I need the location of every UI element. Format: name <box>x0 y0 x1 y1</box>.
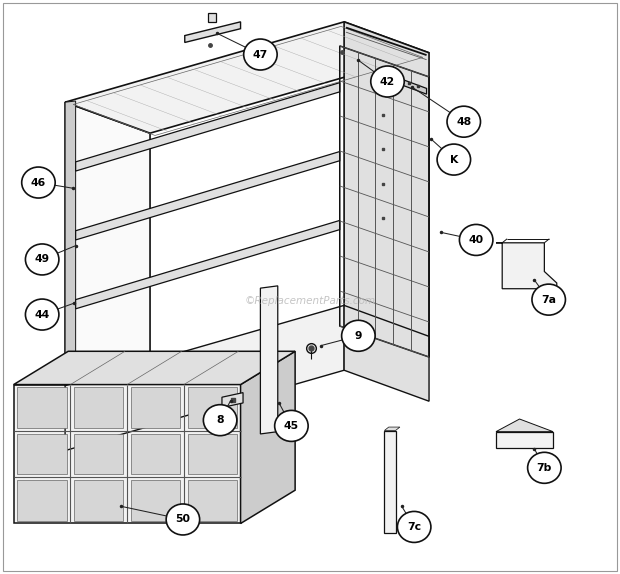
Circle shape <box>532 284 565 315</box>
Polygon shape <box>208 13 216 22</box>
Text: ©ReplacementParts.com: ©ReplacementParts.com <box>244 296 376 307</box>
Bar <box>17 434 67 474</box>
Text: 42: 42 <box>380 76 395 87</box>
Circle shape <box>342 320 375 351</box>
Circle shape <box>203 405 237 436</box>
Bar <box>131 387 180 428</box>
Polygon shape <box>76 152 340 240</box>
Circle shape <box>275 410 308 441</box>
Polygon shape <box>496 243 557 297</box>
Text: 49: 49 <box>35 254 50 265</box>
Text: 7b: 7b <box>537 463 552 473</box>
Polygon shape <box>402 79 427 94</box>
Bar <box>131 480 180 521</box>
Text: 47: 47 <box>253 49 268 60</box>
Polygon shape <box>65 102 150 417</box>
Text: 40: 40 <box>469 235 484 245</box>
Circle shape <box>22 167 55 198</box>
Text: 8: 8 <box>216 415 224 425</box>
Circle shape <box>244 39 277 70</box>
Polygon shape <box>65 101 76 386</box>
Polygon shape <box>496 432 553 448</box>
Text: 7a: 7a <box>541 294 556 305</box>
Bar <box>74 434 123 474</box>
Circle shape <box>397 511 431 542</box>
Bar <box>17 387 67 428</box>
Bar <box>187 480 237 521</box>
Polygon shape <box>222 393 243 408</box>
Circle shape <box>25 244 59 275</box>
Polygon shape <box>65 22 429 133</box>
Text: 9: 9 <box>355 331 362 341</box>
Bar <box>74 387 123 428</box>
Polygon shape <box>344 305 429 401</box>
Polygon shape <box>65 305 344 451</box>
Text: 45: 45 <box>284 421 299 431</box>
Circle shape <box>459 224 493 255</box>
Circle shape <box>166 504 200 535</box>
Bar <box>187 434 237 474</box>
Bar <box>74 480 123 521</box>
Circle shape <box>528 452 561 483</box>
Circle shape <box>371 66 404 97</box>
Text: 50: 50 <box>175 514 190 525</box>
Polygon shape <box>14 351 295 385</box>
Text: K: K <box>450 154 458 165</box>
Polygon shape <box>384 427 400 430</box>
Text: 46: 46 <box>31 177 46 188</box>
Bar <box>187 387 237 428</box>
Polygon shape <box>185 22 241 42</box>
Bar <box>131 434 180 474</box>
Polygon shape <box>260 286 278 434</box>
Polygon shape <box>384 430 396 533</box>
Text: 44: 44 <box>35 309 50 320</box>
Polygon shape <box>496 419 553 432</box>
Polygon shape <box>241 351 295 523</box>
Text: 7c: 7c <box>407 522 421 532</box>
Text: 48: 48 <box>456 117 471 127</box>
Polygon shape <box>14 385 241 523</box>
Circle shape <box>447 106 480 137</box>
Polygon shape <box>344 22 429 357</box>
Polygon shape <box>76 83 340 171</box>
Bar <box>17 480 67 521</box>
Polygon shape <box>76 220 340 309</box>
Circle shape <box>25 299 59 330</box>
Circle shape <box>437 144 471 175</box>
